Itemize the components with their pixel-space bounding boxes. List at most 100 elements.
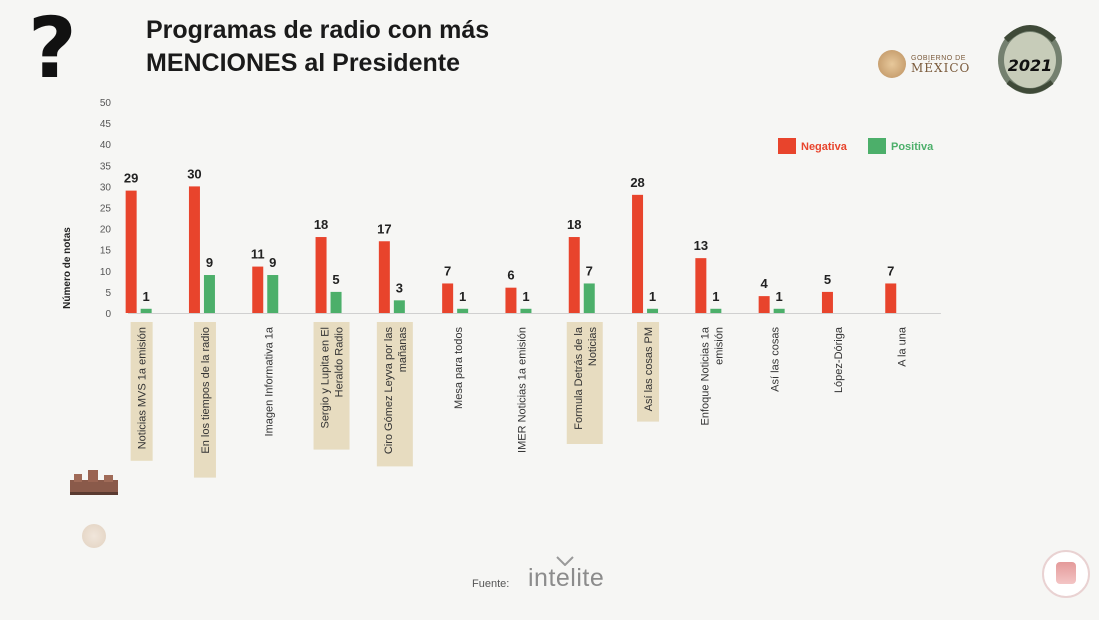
data-label-positiva: 1 xyxy=(776,289,783,304)
eagle-emblem-icon xyxy=(878,50,906,78)
bar-positiva xyxy=(267,275,279,313)
category-label: Así las cosas xyxy=(770,327,782,392)
data-label-positiva: 3 xyxy=(396,280,403,295)
bar-negativa xyxy=(632,194,644,313)
bar-positiva xyxy=(583,283,595,313)
bar-negativa xyxy=(188,186,200,313)
y-tick-label: 30 xyxy=(100,182,112,193)
year-label: 2021 xyxy=(1007,56,1053,75)
bar-negativa xyxy=(505,287,517,313)
data-label-negativa: 11 xyxy=(251,247,265,262)
intelite-mark-icon xyxy=(556,556,574,566)
bar-positiva xyxy=(773,308,785,313)
title-line-1: Programas de radio con más xyxy=(146,16,490,44)
bar-negativa xyxy=(125,190,137,313)
y-tick-label: 40 xyxy=(100,140,112,151)
bar-positiva xyxy=(330,291,342,313)
legend-label-negativa: Negativa xyxy=(801,141,848,153)
bar-negativa xyxy=(695,258,707,313)
y-tick-label: 0 xyxy=(105,309,111,320)
anniversary-2021-logo: 2021 xyxy=(996,20,1064,96)
data-label-negativa: 18 xyxy=(567,217,581,232)
title-line-2: MENCIONES al Presidente xyxy=(146,49,460,77)
building-illustration-icon xyxy=(68,466,120,496)
y-tick-label: 35 xyxy=(100,161,112,172)
bar-positiva xyxy=(140,308,152,313)
category-label: IMER Noticias 1a emisión xyxy=(516,327,528,453)
legend-swatch-positiva xyxy=(868,138,886,154)
data-label-positiva: 1 xyxy=(143,289,150,304)
y-tick-label: 20 xyxy=(100,225,112,236)
y-tick-label: 50 xyxy=(100,98,112,109)
category-label: Heraldo Radio xyxy=(334,327,346,397)
category-label: emisión xyxy=(713,327,725,365)
bar-positiva xyxy=(203,275,215,313)
data-label-negativa: 7 xyxy=(887,263,894,278)
bar-negativa xyxy=(442,283,454,313)
bar-positiva xyxy=(393,300,405,313)
category-label: Noticias xyxy=(587,327,599,367)
bar-negativa xyxy=(821,291,833,313)
bar-negativa xyxy=(568,237,580,313)
category-label: En los tiempos de la radio xyxy=(200,327,212,454)
bar-positiva xyxy=(457,308,469,313)
category-label: Sergio y Lupita en El xyxy=(320,327,332,429)
question-mark-icon: ? xyxy=(28,0,77,97)
data-label-positiva: 9 xyxy=(206,255,213,270)
category-highlight xyxy=(313,322,350,450)
data-label-negativa: 17 xyxy=(377,221,391,236)
seal-icon xyxy=(82,524,106,548)
category-label: Imagen Informativa 1a xyxy=(263,326,275,436)
gov-logo-small-text: GOBIERNO DE xyxy=(911,54,966,62)
category-label: Enfoque Noticias 1a xyxy=(699,326,711,425)
data-label-negativa: 13 xyxy=(694,238,708,253)
category-label: López-Dóriga xyxy=(833,326,845,393)
data-label-positiva: 1 xyxy=(649,289,656,304)
bar-negativa xyxy=(758,296,770,313)
category-highlight xyxy=(376,322,413,467)
data-label-positiva: 9 xyxy=(269,255,276,270)
y-tick-label: 5 xyxy=(105,288,111,299)
bar-negativa xyxy=(885,283,897,313)
data-label-negativa: 7 xyxy=(444,263,451,278)
bar-positiva xyxy=(647,308,659,313)
data-label-negativa: 30 xyxy=(187,166,201,181)
gov-logo-big-text: MÉXICO xyxy=(911,60,971,75)
category-highlight xyxy=(637,322,660,422)
y-tick-label: 10 xyxy=(100,267,112,278)
category-highlight xyxy=(566,322,603,444)
legend-swatch-negativa xyxy=(778,138,796,154)
bar-positiva xyxy=(520,308,532,313)
category-highlight xyxy=(193,322,216,478)
category-label: Así las cosas PM xyxy=(643,327,655,411)
chart-title: Programas de radio con más MENCIONES al … xyxy=(146,14,489,80)
data-label-negativa: 4 xyxy=(761,276,769,291)
data-label-positiva: 5 xyxy=(332,272,339,287)
gobierno-de-mexico-logo: GOBIERNO DE MÉXICO xyxy=(878,50,970,78)
category-label: Noticias MVS 1a emisión xyxy=(137,327,149,449)
data-label-negativa: 18 xyxy=(314,217,328,232)
category-label: Formula Detrás de la xyxy=(573,326,585,430)
y-tick-label: 45 xyxy=(100,119,112,130)
y-tick-label: 25 xyxy=(100,204,112,215)
data-label-negativa: 29 xyxy=(124,171,138,186)
data-label-positiva: 1 xyxy=(712,289,719,304)
bar-negativa xyxy=(378,241,390,313)
bar-negativa xyxy=(315,237,327,313)
bar-positiva xyxy=(710,308,722,313)
source-label: Fuente: xyxy=(472,578,510,590)
data-label-positiva: 1 xyxy=(459,289,466,304)
data-label-positiva: 7 xyxy=(586,263,593,278)
category-label: Ciro Gómez Leyva por las xyxy=(383,327,395,455)
data-label-positiva: 1 xyxy=(522,289,529,304)
y-axis-label: Número de notas xyxy=(62,227,73,309)
bar-negativa xyxy=(252,266,264,313)
corner-badge-icon xyxy=(1042,550,1090,598)
category-label: Mesa para todos xyxy=(453,327,465,409)
y-tick-label: 15 xyxy=(100,246,112,257)
category-highlight xyxy=(130,322,153,461)
data-label-negativa: 28 xyxy=(630,175,644,190)
category-label: A la una xyxy=(896,326,908,367)
data-label-negativa: 5 xyxy=(824,272,831,287)
